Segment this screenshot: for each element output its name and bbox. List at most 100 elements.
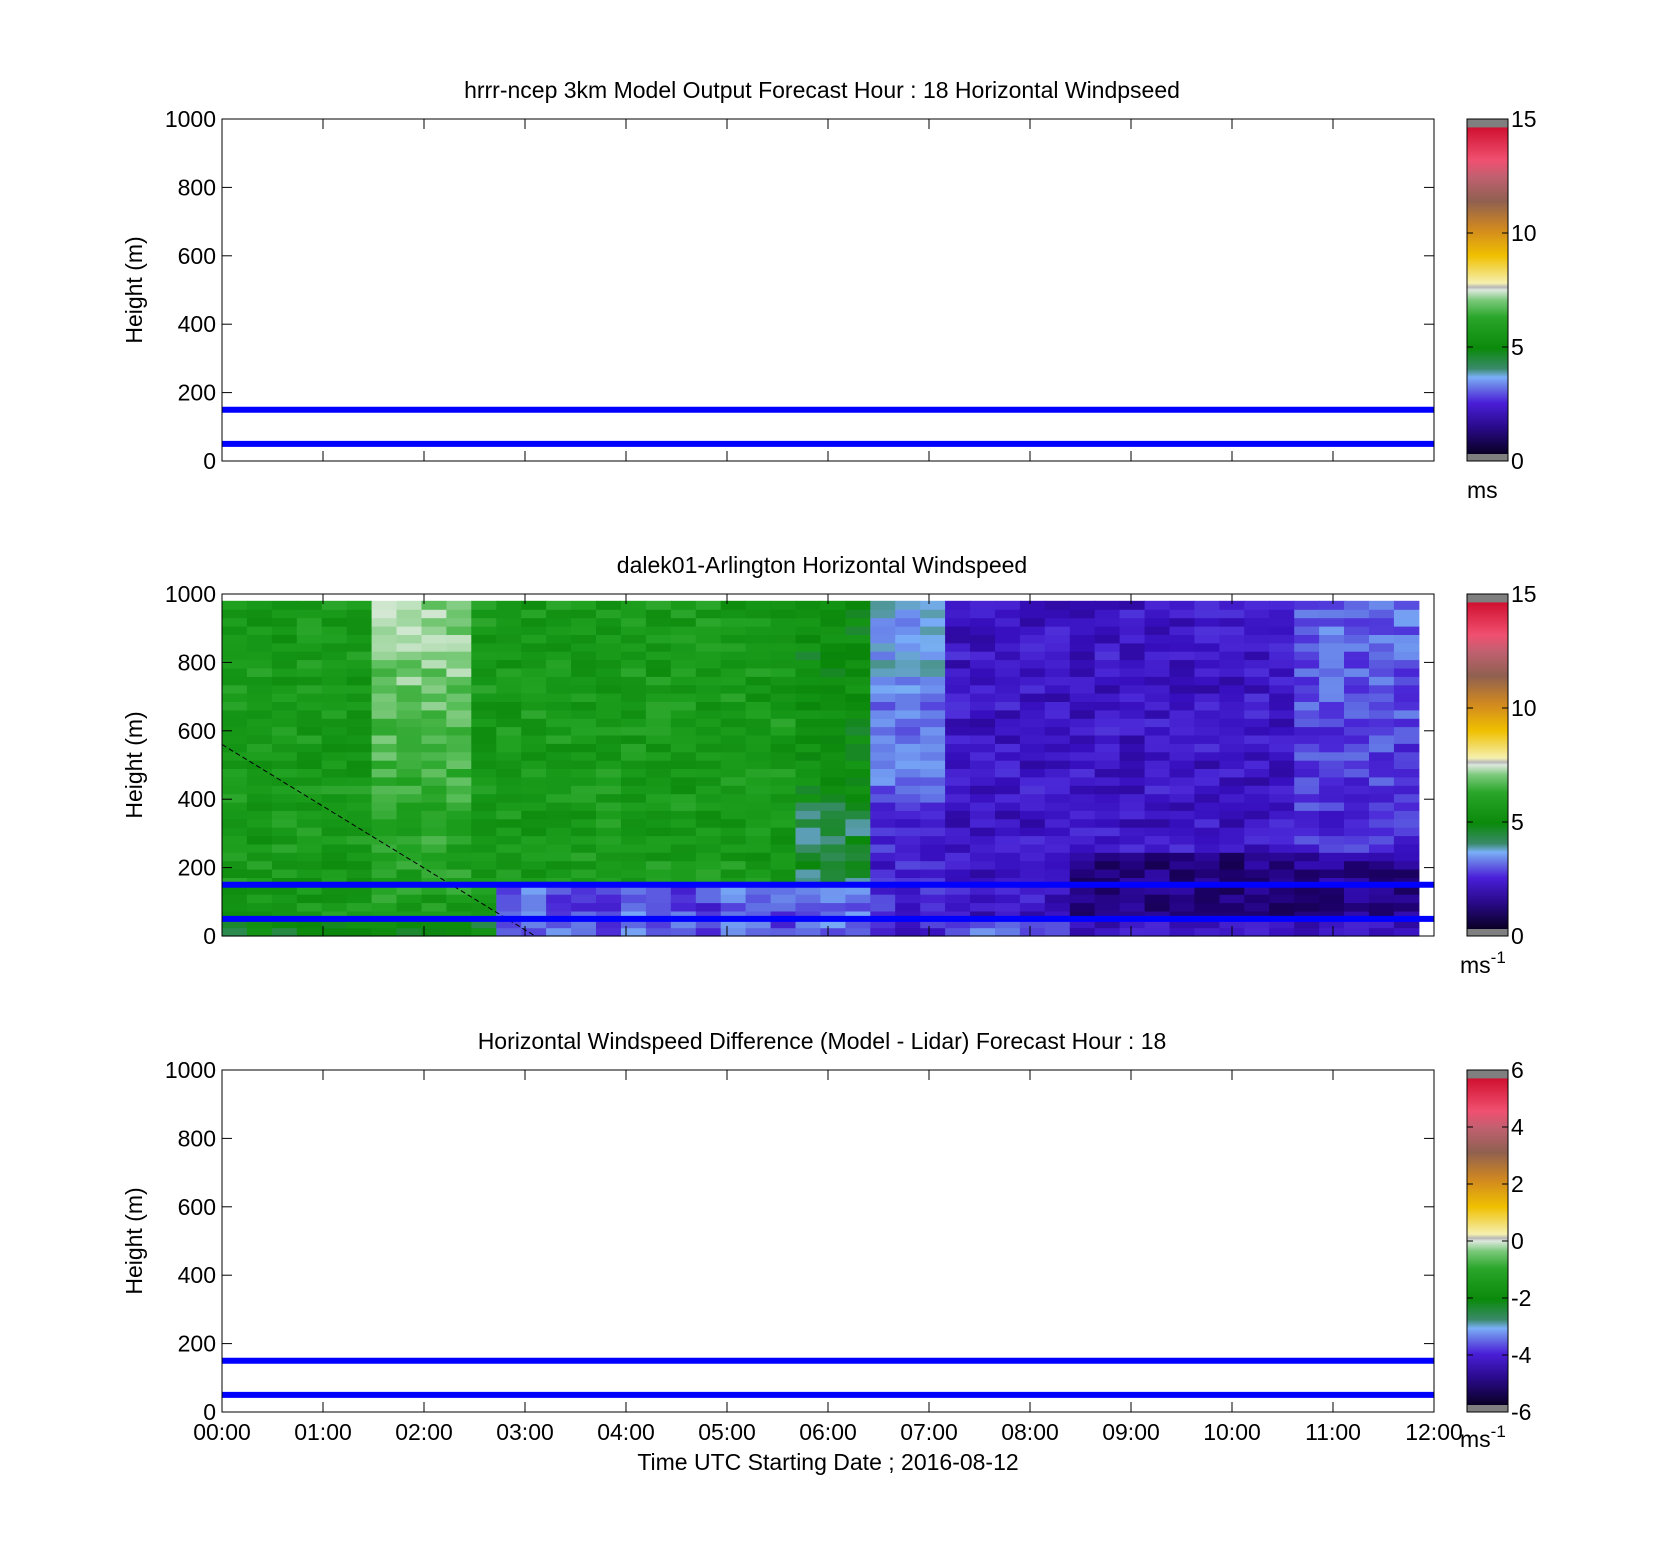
heatmap-cell	[695, 927, 722, 937]
heatmap-cell	[1144, 751, 1171, 761]
heatmap-cell	[645, 860, 672, 870]
heatmap-cell	[1269, 617, 1295, 627]
heatmap-cell	[820, 910, 846, 920]
heatmap-cell	[695, 667, 722, 677]
heatmap-cell	[296, 902, 323, 912]
heatmap-cell	[1019, 676, 1046, 686]
heatmap-cell	[596, 676, 622, 686]
heatmap-cell	[845, 910, 871, 920]
heatmap-cell	[1219, 902, 1245, 912]
heatmap-cell	[421, 726, 447, 736]
heatmap-cell	[1294, 869, 1320, 878]
heatmap-cell	[820, 843, 846, 853]
heatmap-cell	[795, 642, 821, 652]
heatmap-cell	[296, 651, 323, 661]
heatmap-cell	[321, 617, 348, 627]
heatmap-cell	[1069, 726, 1096, 736]
heatmap-cell	[596, 617, 622, 627]
colorbar-tick-label: 15	[1511, 106, 1537, 132]
heatmap-cell	[1319, 776, 1345, 786]
heatmap-cell	[970, 734, 996, 744]
heatmap-cell	[945, 869, 971, 878]
heatmap-cell	[546, 902, 572, 912]
heatmap-cell	[670, 810, 697, 820]
heatmap-cell	[546, 726, 572, 736]
heatmap-cell	[621, 726, 647, 736]
heatmap-cell	[1044, 835, 1071, 845]
heatmap-cell	[1019, 843, 1046, 853]
heatmap-cell	[371, 693, 398, 702]
heatmap-cell	[546, 684, 572, 694]
heatmap-cell	[745, 793, 772, 803]
heatmap-cell	[1244, 600, 1270, 610]
heatmap-cell	[645, 651, 672, 661]
heatmap-cell	[346, 634, 373, 644]
heatmap-cell	[1044, 768, 1071, 778]
heatmap-cell	[571, 902, 597, 912]
heatmap-cell	[945, 709, 971, 719]
heatmap-cell	[1319, 600, 1345, 610]
heatmap-cell	[845, 634, 871, 644]
colorbar-unit-label: ms	[1467, 477, 1498, 503]
heatmap-cell	[371, 751, 398, 761]
heatmap-cell	[571, 634, 597, 644]
heatmap-cell	[1244, 860, 1270, 870]
heatmap-cell	[1269, 642, 1295, 652]
heatmap-cell	[870, 801, 896, 811]
heatmap-cell	[1094, 885, 1121, 895]
heatmap-cell	[1344, 860, 1370, 870]
heatmap-cell	[820, 718, 846, 728]
heatmap-cell	[770, 785, 797, 795]
heatmap-cell	[396, 676, 422, 686]
heatmap-cell	[995, 885, 1021, 895]
heatmap-cell	[521, 642, 547, 652]
heatmap-cell	[471, 785, 497, 795]
heatmap-cell	[770, 793, 797, 803]
heatmap-cell	[596, 651, 622, 661]
heatmap-cell	[1044, 869, 1071, 878]
heatmap-cell	[945, 718, 971, 728]
heatmap-cell	[870, 860, 896, 870]
heatmap-cell	[271, 718, 298, 728]
heatmap-cell	[246, 651, 273, 661]
heatmap-cell	[920, 885, 946, 895]
heatmap-cell	[321, 667, 348, 677]
heatmap-cell	[795, 718, 821, 728]
heatmap-cell	[1294, 927, 1320, 937]
heatmap-cell	[820, 642, 846, 652]
heatmap-cell	[1069, 751, 1096, 761]
heatmap-cell	[346, 843, 373, 853]
heatmap-cell	[920, 626, 946, 635]
heatmap-cell	[596, 860, 622, 870]
heatmap-cell	[396, 768, 422, 778]
heatmap-cell	[1393, 609, 1420, 619]
heatmap-cell	[271, 860, 298, 870]
heatmap-cell	[745, 718, 772, 728]
heatmap-cell	[695, 801, 722, 811]
heatmap-cell	[396, 810, 422, 820]
heatmap-cell	[770, 609, 797, 619]
heatmap-cell	[1094, 642, 1121, 652]
heatmap-cell	[870, 726, 896, 736]
heatmap-cell	[396, 701, 422, 711]
heatmap-cell	[720, 659, 747, 669]
heatmap-cell	[1044, 919, 1071, 929]
heatmap-cell	[1194, 651, 1220, 661]
heatmap-cell	[770, 751, 797, 761]
heatmap-cell	[296, 869, 323, 878]
heatmap-cell	[945, 827, 971, 837]
heatmap-cell	[1393, 760, 1420, 769]
heatmap-cell	[371, 818, 398, 828]
heatmap-cell	[845, 894, 871, 904]
heatmap-cell	[371, 894, 398, 904]
chart-title: Horizontal Windspeed Difference (Model -…	[478, 1028, 1167, 1054]
heatmap-cell	[1344, 709, 1370, 719]
heatmap-cell	[1319, 709, 1345, 719]
heatmap-cell	[1169, 927, 1195, 937]
heatmap-cell	[1244, 659, 1270, 669]
heatmap-cell	[720, 801, 747, 811]
heatmap-cell	[521, 885, 547, 895]
heatmap-cell	[945, 659, 971, 669]
y-tick-label: 400	[178, 786, 216, 812]
heatmap-cell	[521, 634, 547, 644]
